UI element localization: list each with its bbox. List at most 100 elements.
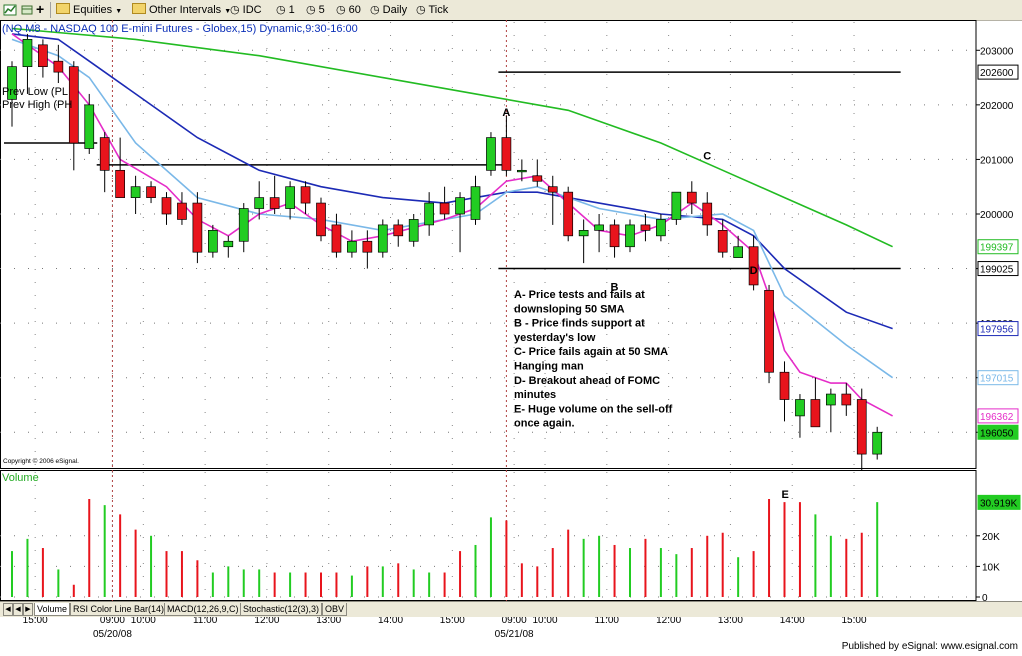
prev-high-label: Prev High (PH xyxy=(2,99,72,111)
annotation-line: minutes xyxy=(514,389,556,401)
annotation-line: B - Price finds support at xyxy=(514,318,645,330)
candle xyxy=(609,219,620,258)
candle-body xyxy=(532,175,543,182)
other-intervals-menu[interactable]: Other Intervals ▼ xyxy=(132,3,231,17)
chart-window-icon[interactable] xyxy=(3,3,17,17)
time-axis-label: 10:00 xyxy=(533,615,558,626)
candle xyxy=(841,383,852,416)
folder-icon xyxy=(56,3,70,14)
candle xyxy=(640,213,651,242)
candle-body xyxy=(795,399,805,417)
candle xyxy=(810,377,821,428)
candle xyxy=(331,213,342,258)
interval-tick-button[interactable]: ◷ Tick xyxy=(416,3,448,17)
annotation-line: D- Breakout ahead of FOMC xyxy=(514,375,660,387)
price-badge-label: 199397 xyxy=(980,243,1014,254)
candle xyxy=(455,192,465,253)
candle-body xyxy=(223,240,234,248)
tab-rsi[interactable]: RSI Color Line Bar(14) xyxy=(70,603,168,616)
candle-body xyxy=(22,39,33,68)
candle-body xyxy=(99,137,110,171)
candle-body xyxy=(656,219,666,237)
candle-body xyxy=(347,240,357,253)
candle-body xyxy=(177,202,187,220)
interval-1-button[interactable]: ◷ 1 xyxy=(276,3,295,17)
time-axis-label: 15:00 xyxy=(842,615,867,626)
candle-body xyxy=(146,186,156,198)
moving-average-line xyxy=(11,27,893,248)
tab-obv[interactable]: OBV xyxy=(322,603,348,616)
dropdown-arrow-icon: ▼ xyxy=(115,8,123,15)
marker-label: C xyxy=(703,150,711,162)
candle-body xyxy=(686,191,697,204)
volume-badge xyxy=(977,494,1021,510)
publisher-credit: Published by eSignal: www.esignal.com xyxy=(841,641,1018,652)
candle-body xyxy=(779,371,790,400)
candle-body xyxy=(748,246,759,286)
scroll-prev-icon[interactable]: ◀ xyxy=(13,603,23,616)
candle xyxy=(99,132,110,193)
tab-volume[interactable]: Volume xyxy=(34,603,71,616)
tab-macd[interactable]: MACD(12,26,9,C) xyxy=(164,603,242,616)
candle xyxy=(717,219,728,258)
candle xyxy=(408,213,419,247)
time-axis-label: 10:00 xyxy=(131,615,156,626)
interval-tick-label: Tick xyxy=(428,4,449,16)
interval-idc-label: IDC xyxy=(242,4,262,16)
equities-menu[interactable]: Equities ▼ xyxy=(56,3,122,17)
candle-body xyxy=(717,230,728,253)
chart-options-icon[interactable] xyxy=(20,3,34,17)
toolbar: + Equities ▼ Other Intervals ▼ ◷ IDC ◷ 1… xyxy=(0,0,1022,21)
candle-body xyxy=(192,202,203,253)
candle-body xyxy=(625,224,635,248)
candle xyxy=(285,181,295,220)
candle-body xyxy=(408,219,419,242)
volume-title: Volume xyxy=(2,472,39,484)
candle xyxy=(53,44,64,84)
interval-60-label: 60 xyxy=(348,4,361,16)
price-axis-label: 203000 xyxy=(980,46,1014,57)
candle xyxy=(254,181,265,220)
interval-daily-label: Daily xyxy=(382,4,408,16)
candle xyxy=(872,426,883,460)
time-axis-label: 13:00 xyxy=(316,615,341,626)
marker-label: D xyxy=(750,265,758,277)
candle xyxy=(177,192,187,225)
scroll-first-icon[interactable]: ◀ xyxy=(3,603,13,616)
candle xyxy=(424,192,434,236)
candle xyxy=(38,39,48,78)
candle-body xyxy=(254,197,265,209)
price-badge-label: 197015 xyxy=(980,374,1014,385)
prev-low-label: Prev Low (PL xyxy=(2,86,68,98)
time-axis-label: 14:00 xyxy=(378,615,403,626)
candle xyxy=(7,61,17,127)
annotation-line: downsloping 50 SMA xyxy=(514,303,625,315)
candle-body xyxy=(84,104,95,149)
chart-title: (NQ M8 - NASDAQ 100 E-mini Futures - Glo… xyxy=(2,23,358,35)
candle-body xyxy=(594,224,604,231)
candle-body xyxy=(377,224,388,253)
candle xyxy=(393,219,404,247)
scroll-next-icon[interactable]: ▶ xyxy=(23,603,33,616)
interval-5-button[interactable]: ◷ 5 xyxy=(306,3,325,17)
interval-60-button[interactable]: ◷ 60 xyxy=(336,3,361,17)
candle xyxy=(795,394,805,438)
candle-body xyxy=(393,224,404,237)
price-badge xyxy=(977,408,1019,424)
volume-pane xyxy=(0,470,977,601)
marker-label: B xyxy=(611,281,619,293)
price-badge-label: 196362 xyxy=(980,412,1014,423)
candle xyxy=(686,181,697,214)
candle-body xyxy=(316,202,326,237)
clock-icon: ◷ xyxy=(230,4,240,16)
candle xyxy=(130,175,141,214)
interval-daily-button[interactable]: ◷ Daily xyxy=(370,3,407,17)
candle-body xyxy=(285,186,295,209)
add-icon[interactable]: + xyxy=(36,1,45,17)
interval-idc-button[interactable]: ◷ IDC xyxy=(230,3,262,17)
candle-body xyxy=(486,137,496,171)
time-axis-label: 13:00 xyxy=(718,615,743,626)
tab-stochastic[interactable]: Stochastic(12(3),3) xyxy=(240,603,323,616)
candle xyxy=(362,230,373,269)
chart-area[interactable]: (NQ M8 - NASDAQ 100 E-mini Futures - Glo… xyxy=(0,20,1022,656)
